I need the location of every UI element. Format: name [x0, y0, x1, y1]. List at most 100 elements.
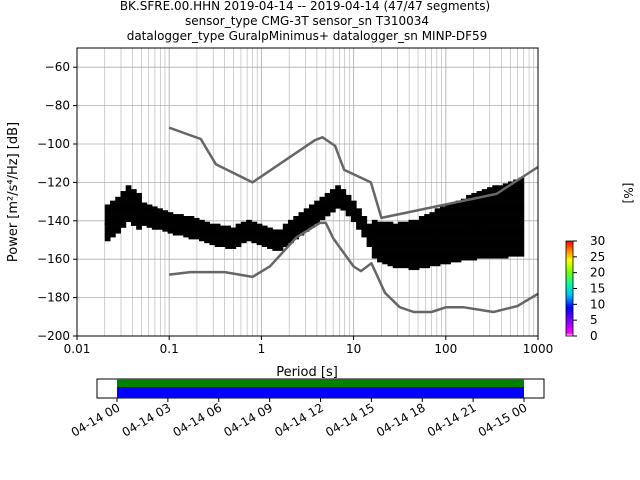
density-cell	[424, 229, 430, 232]
density-cell	[277, 246, 284, 249]
density-cell	[508, 192, 514, 196]
density-cell	[502, 185, 509, 188]
density-cell	[136, 221, 142, 224]
density-cell	[513, 254, 519, 257]
density-cell	[335, 206, 341, 209]
density-cell	[513, 185, 519, 188]
density-cell	[471, 200, 478, 203]
density-cell	[157, 221, 163, 224]
density-cell	[109, 233, 116, 236]
density-cell	[193, 237, 200, 240]
density-cell	[518, 191, 525, 194]
density-cell	[460, 206, 467, 209]
density-cell	[398, 237, 404, 240]
density-cell	[403, 258, 410, 261]
density-cell	[167, 214, 174, 217]
density-cell	[502, 233, 509, 236]
density-cell	[288, 239, 294, 242]
density-cell	[151, 214, 158, 217]
density-cell	[272, 248, 279, 251]
density-cell	[340, 204, 347, 207]
density-cell	[282, 229, 289, 232]
density-cell	[345, 206, 352, 209]
density-cell	[188, 216, 195, 219]
density-cell	[141, 206, 148, 209]
colorbar-tick-label: 5	[590, 313, 598, 327]
density-cell	[487, 248, 493, 251]
density-cell	[109, 225, 116, 228]
density-cell	[109, 208, 116, 211]
density-cell	[460, 237, 467, 240]
density-cell	[345, 212, 352, 215]
density-cell	[497, 217, 504, 221]
density-cell	[434, 227, 441, 230]
density-cell	[408, 254, 415, 257]
density-cell	[450, 254, 457, 257]
y-tick-label: −120	[37, 175, 70, 189]
density-cell	[450, 217, 457, 221]
density-cell	[261, 225, 268, 228]
density-cell	[324, 204, 331, 207]
density-cell	[387, 246, 394, 249]
density-cell	[455, 227, 462, 230]
density-cell	[455, 240, 462, 244]
density-cell	[130, 216, 137, 219]
density-cell	[377, 256, 383, 259]
density-cell	[403, 235, 410, 238]
density-cell	[445, 217, 451, 221]
density-cell	[319, 216, 326, 219]
density-cell	[240, 235, 247, 238]
density-cell	[392, 256, 399, 259]
density-cell	[188, 229, 195, 232]
density-cell	[219, 240, 226, 244]
density-cell	[518, 189, 525, 192]
density-cell	[130, 202, 137, 205]
density-cell	[272, 244, 279, 248]
density-cell	[329, 192, 336, 196]
density-cell	[172, 233, 179, 236]
density-cell	[356, 221, 362, 224]
density-cell	[413, 254, 420, 257]
density-cell	[136, 192, 142, 196]
density-cell	[109, 204, 116, 207]
density-cell	[513, 202, 519, 205]
density-cell	[424, 221, 430, 224]
density-cell	[413, 223, 420, 226]
density-cell	[502, 250, 509, 253]
density-cell	[141, 210, 148, 213]
density-cell	[293, 231, 300, 234]
density-cell	[476, 250, 483, 253]
density-cell	[518, 219, 525, 223]
density-cell	[251, 239, 258, 242]
density-cell	[502, 212, 509, 215]
density-cell	[261, 244, 268, 248]
density-cell	[329, 189, 336, 192]
density-cell	[502, 210, 509, 213]
density-cell	[439, 239, 446, 242]
density-cell	[251, 227, 258, 230]
density-cell	[193, 233, 200, 236]
density-cell	[518, 202, 525, 205]
density-cell	[455, 225, 462, 228]
density-cell	[502, 196, 509, 200]
density-cell	[188, 219, 195, 223]
density-cell	[246, 239, 252, 242]
density-cell	[513, 227, 519, 230]
density-cell	[329, 206, 336, 209]
density-cell	[429, 239, 436, 242]
density-cell	[157, 214, 163, 217]
density-cell	[502, 246, 509, 249]
density-cell	[466, 194, 472, 198]
density-cell	[481, 239, 488, 242]
density-cell	[178, 214, 184, 217]
density-cell	[214, 227, 221, 230]
density-cell	[340, 200, 347, 203]
density-cell	[162, 223, 169, 226]
density-cell	[497, 252, 504, 255]
density-cell	[246, 237, 252, 240]
density-cell	[387, 250, 394, 253]
density-cell	[439, 237, 446, 240]
density-cell	[502, 229, 509, 232]
density-cell	[424, 252, 430, 255]
density-cell	[387, 237, 394, 240]
